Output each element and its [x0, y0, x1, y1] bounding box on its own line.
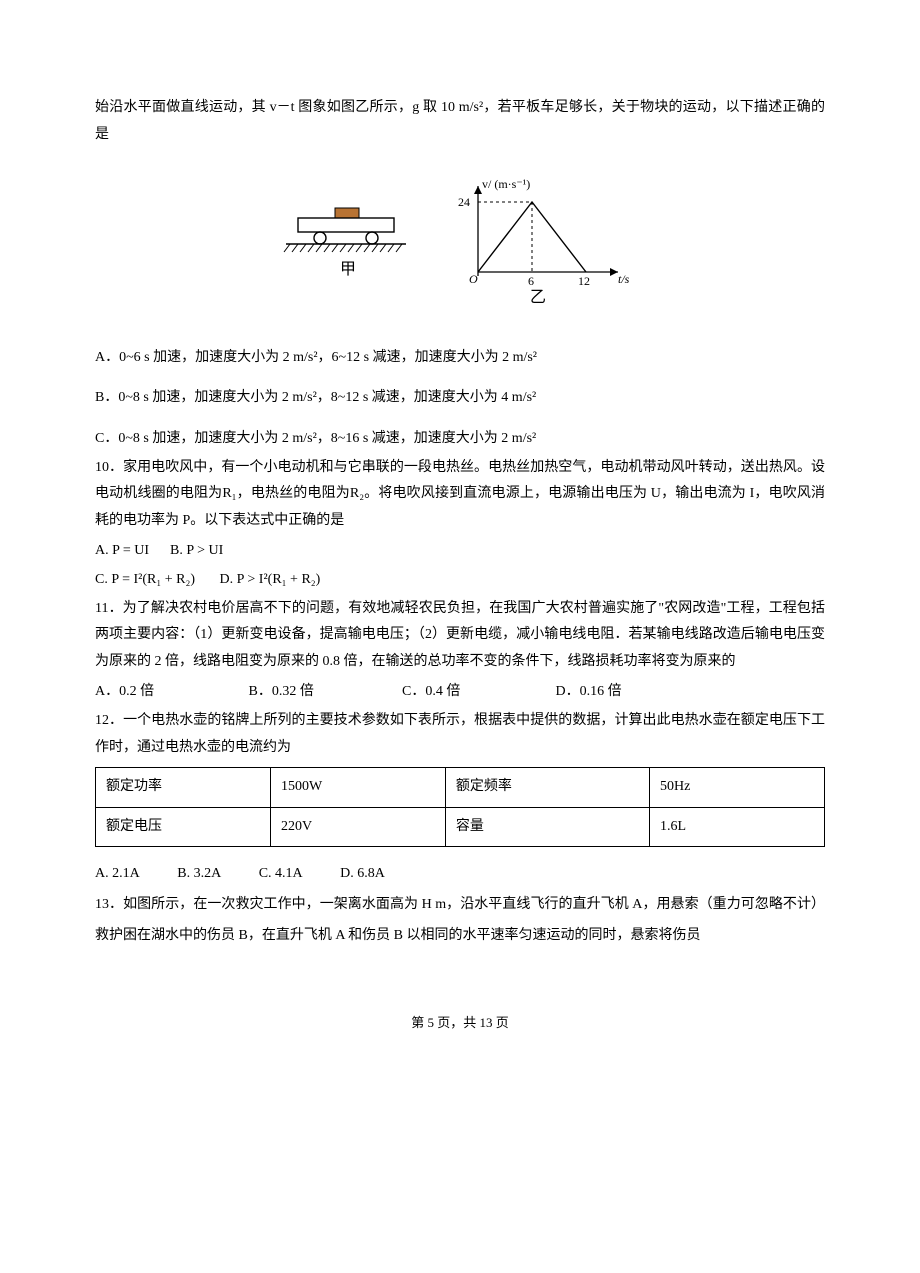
cell: 1500W [270, 768, 445, 808]
table-row: 额定电压 220V 容量 1.6L [96, 807, 825, 847]
figure-vt-graph: v/ (m·s⁻¹) 24 O 6 12 t/s 乙 [450, 176, 640, 317]
svg-text:O: O [469, 272, 478, 286]
q12-text: 12．一个电热水壶的铭牌上所列的主要技术参数如下表所示，根据表中提供的数据，计算… [95, 708, 825, 761]
svg-text:v/ (m·s⁻¹): v/ (m·s⁻¹) [482, 177, 530, 191]
figure-left-label: 甲 [340, 261, 356, 278]
cell: 额定电压 [96, 807, 271, 847]
q11-opt-c: C．0.4 倍 [402, 679, 552, 706]
svg-text:24: 24 [458, 195, 470, 209]
cell: 额定频率 [445, 768, 649, 808]
cell: 50Hz [650, 768, 825, 808]
q10-text: 10．家用电吹风中，有一个小电动机和与它串联的一段电热丝。电热丝加热空气，电动机… [95, 455, 825, 535]
q9-opt-a: A．0~6 s 加速，加速度大小为 2 m/s²，6~12 s 减速，加速度大小… [95, 345, 825, 372]
q11-opt-d: D．0.16 倍 [556, 679, 706, 706]
svg-text:乙: 乙 [530, 289, 546, 306]
cell: 220V [270, 807, 445, 847]
q9-opt-b: B．0~8 s 加速，加速度大小为 2 m/s²，8~12 s 减速，加速度大小… [95, 385, 825, 412]
q12-opt-b: B. 3.2A [177, 866, 221, 881]
q11-opt-a: A．0.2 倍 [95, 679, 245, 706]
q12-opt-c: C. 4.1A [259, 866, 303, 881]
q10-opts-line1: A. P = UI B. P > UI [95, 538, 825, 565]
q10-opt-d: D. P > I²(R₁ + R₂) [220, 572, 321, 587]
q10-opt-a: A. P = UI [95, 543, 149, 558]
svg-text:6: 6 [528, 274, 534, 288]
svg-text:t/s: t/s [618, 272, 630, 286]
q11-text: 11．为了解决农村电价居高不下的问题，有效地减轻农民负担，在我国广大农村普遍实施… [95, 596, 825, 676]
q10-opt-b: B. P > UI [170, 543, 223, 558]
cell: 1.6L [650, 807, 825, 847]
q9-opt-c: C．0~8 s 加速，加速度大小为 2 m/s²，8~16 s 减速，加速度大小… [95, 426, 825, 453]
cell: 容量 [445, 807, 649, 847]
svg-text:12: 12 [578, 274, 590, 288]
q12-opt-a: A. 2.1A [95, 866, 140, 881]
q12-table: 额定功率 1500W 额定频率 50Hz 额定电压 220V 容量 1.6L [95, 767, 825, 847]
q12-opt-d: D. 6.8A [340, 866, 385, 881]
q13-text: 13．如图所示，在一次救灾工作中，一架离水面高为 H m，沿水平直线飞行的直升飞… [95, 890, 825, 952]
page-footer: 第 5 页，共 13 页 [95, 1011, 825, 1036]
table-row: 额定功率 1500W 额定频率 50Hz [96, 768, 825, 808]
q9-figures: 甲 v/ (m·s⁻¹) 24 O 6 12 t/s 乙 [95, 176, 825, 317]
q10-opts-line2: C. P = I²(R₁ + R₂) D. P > I²(R₁ + R₂) [95, 567, 825, 594]
figure-cart: 甲 [280, 196, 410, 297]
q9-intro: 始沿水平面做直线运动，其 v－t 图象如图乙所示，g 取 10 m/s²，若平板… [95, 95, 825, 148]
cell: 额定功率 [96, 768, 271, 808]
q11-opt-b: B．0.32 倍 [249, 679, 399, 706]
q12-opts: A. 2.1A B. 3.2A C. 4.1A D. 6.8A [95, 861, 825, 888]
q11-opts: A．0.2 倍 B．0.32 倍 C．0.4 倍 D．0.16 倍 [95, 679, 825, 706]
q10-opt-c: C. P = I²(R₁ + R₂) [95, 572, 195, 587]
